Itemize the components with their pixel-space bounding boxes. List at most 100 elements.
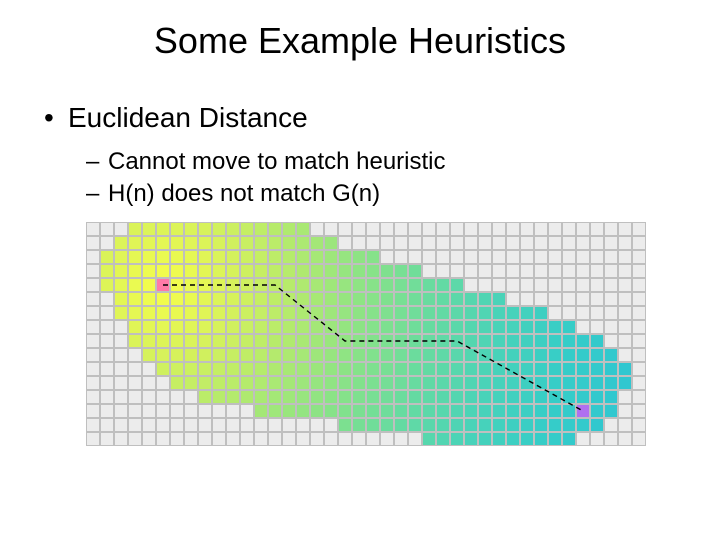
grid-cell [296, 334, 310, 348]
grid-cell [436, 236, 450, 250]
grid-cell [436, 404, 450, 418]
grid-cell [254, 390, 268, 404]
grid-cell [590, 376, 604, 390]
grid-cell [422, 306, 436, 320]
grid-cells [86, 222, 646, 446]
grid-cell [366, 264, 380, 278]
grid-cell [128, 222, 142, 236]
grid-cell [184, 250, 198, 264]
grid-cell [156, 222, 170, 236]
grid-cell [352, 348, 366, 362]
grid-cell [128, 404, 142, 418]
grid-cell [282, 376, 296, 390]
grid-cell [520, 320, 534, 334]
grid-cell [604, 348, 618, 362]
grid-cell [212, 320, 226, 334]
grid-cell [464, 264, 478, 278]
grid-cell [156, 264, 170, 278]
grid-cell [548, 264, 562, 278]
grid-cell [282, 362, 296, 376]
grid-cell [352, 236, 366, 250]
grid-cell [240, 334, 254, 348]
grid-cell [114, 292, 128, 306]
grid-cell [492, 222, 506, 236]
grid-cell [380, 418, 394, 432]
grid-cell [520, 390, 534, 404]
grid-cell [464, 404, 478, 418]
grid-cell [394, 432, 408, 446]
grid-cell [114, 418, 128, 432]
grid-cell [478, 278, 492, 292]
grid-cell [324, 404, 338, 418]
grid-cell [618, 348, 632, 362]
grid-cell [506, 306, 520, 320]
grid-cell [338, 362, 352, 376]
grid-cell [366, 236, 380, 250]
grid-cell [198, 292, 212, 306]
grid-cell [198, 432, 212, 446]
grid-cell [226, 348, 240, 362]
grid-cell [464, 292, 478, 306]
grid-cell [548, 222, 562, 236]
grid-cell [114, 222, 128, 236]
grid-cell [254, 362, 268, 376]
grid-cell [422, 376, 436, 390]
grid-cell [380, 390, 394, 404]
grid-cell [338, 334, 352, 348]
grid-cell [548, 292, 562, 306]
grid-cell [142, 278, 156, 292]
grid-cell [394, 250, 408, 264]
grid-cell [534, 278, 548, 292]
grid-cell [282, 278, 296, 292]
grid-cell [86, 362, 100, 376]
grid-cell [562, 222, 576, 236]
grid-cell [296, 376, 310, 390]
grid-cell [464, 390, 478, 404]
grid-cell [282, 390, 296, 404]
grid-cell [324, 320, 338, 334]
grid-cell [548, 250, 562, 264]
grid-cell [604, 320, 618, 334]
grid-cell [184, 432, 198, 446]
grid-cell [86, 334, 100, 348]
grid-cell [226, 278, 240, 292]
grid-cell [506, 236, 520, 250]
grid-cell [226, 376, 240, 390]
grid-cell [268, 292, 282, 306]
grid-cell [198, 250, 212, 264]
grid-cell [170, 348, 184, 362]
grid-cell [436, 278, 450, 292]
grid-cell [394, 306, 408, 320]
grid-cell [226, 306, 240, 320]
grid-cell [240, 250, 254, 264]
grid-cell [114, 348, 128, 362]
grid-cell [212, 264, 226, 278]
grid-cell [268, 390, 282, 404]
grid-cell [576, 236, 590, 250]
grid-cell [142, 222, 156, 236]
grid-cell [156, 236, 170, 250]
grid-cell [562, 418, 576, 432]
grid-cell [156, 306, 170, 320]
grid-cell [226, 320, 240, 334]
grid-cell [226, 418, 240, 432]
grid-cell [114, 320, 128, 334]
grid-cell [492, 376, 506, 390]
grid-cell [184, 362, 198, 376]
grid-cell [562, 236, 576, 250]
grid-cell [170, 278, 184, 292]
grid-cell [436, 306, 450, 320]
grid-cell [338, 432, 352, 446]
grid-cell [408, 320, 422, 334]
grid-cell [478, 334, 492, 348]
grid-cell [506, 418, 520, 432]
grid-cell [226, 432, 240, 446]
grid-cell [422, 390, 436, 404]
grid-cell [184, 334, 198, 348]
grid-cell [632, 390, 646, 404]
grid-cell [520, 404, 534, 418]
grid-cell [254, 404, 268, 418]
grid-cell [226, 236, 240, 250]
grid-cell [86, 306, 100, 320]
grid-cell [254, 348, 268, 362]
